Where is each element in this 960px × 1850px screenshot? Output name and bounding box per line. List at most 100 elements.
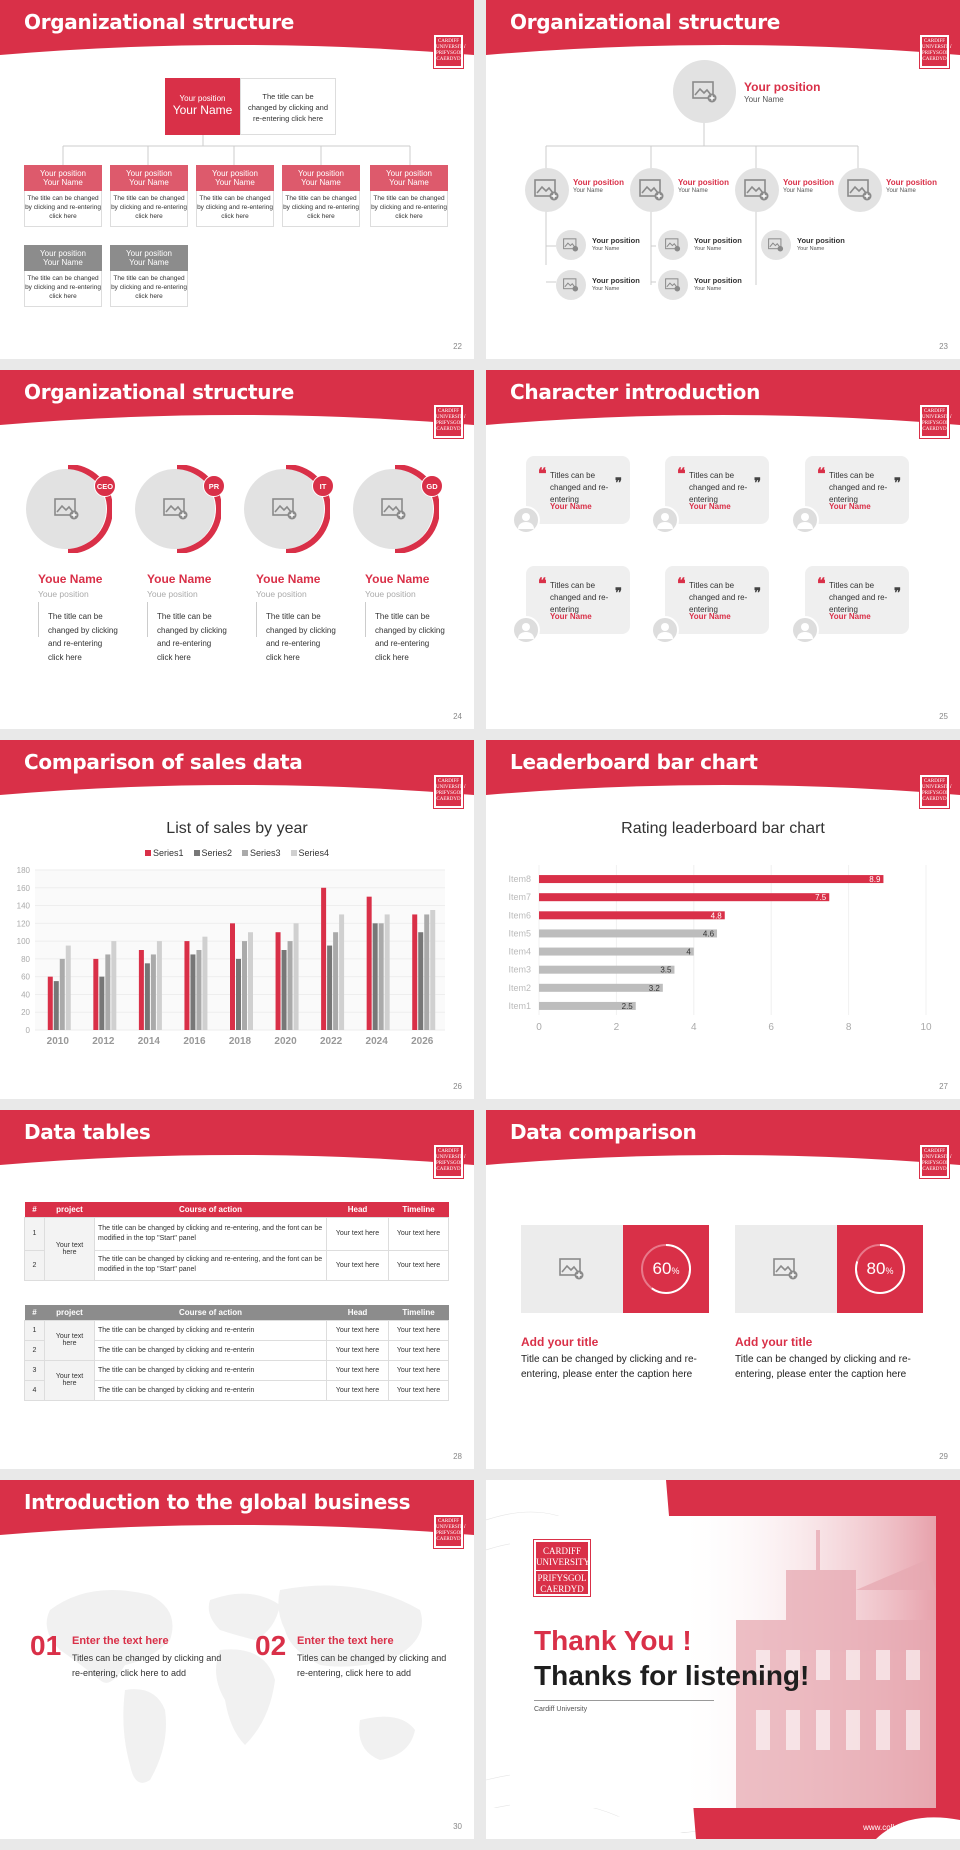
image-icon-wrap[interactable] — [163, 498, 189, 525]
bar — [321, 887, 327, 1030]
slide-character-intro[interactable]: Character introduction CARDIFF UNIVERSITY… — [486, 370, 960, 729]
name-label: Your Name — [797, 246, 825, 252]
bar — [190, 954, 196, 1030]
logo-line: PRIFYSGOL — [922, 51, 950, 56]
position-box[interactable]: Your position Your Name — [196, 165, 274, 191]
slide-global-business[interactable]: Introduction to the global business CARD… — [0, 1480, 474, 1839]
photo-placeholder[interactable] — [525, 168, 569, 212]
top-photo-placeholder[interactable] — [673, 60, 736, 123]
image-icon-wrap[interactable] — [381, 498, 407, 525]
character-card[interactable]: ❝ ❞ Titles can be changed and re-enterin… — [665, 456, 769, 524]
position-box[interactable]: Your position Your Name — [370, 165, 448, 191]
top-position-box[interactable]: Your position Your Name — [165, 78, 240, 135]
image-placeholder[interactable] — [735, 1225, 837, 1313]
y-tick-label: 160 — [17, 884, 31, 893]
image-icon — [534, 179, 559, 201]
position-desc: The title can be changed by clicking and… — [196, 191, 274, 227]
bar — [156, 941, 162, 1030]
position-label: Your position — [40, 249, 86, 258]
university-logo: CARDIFF UNIVERSITY PRIFYSGOL CAERDYD — [433, 404, 466, 439]
slide-org-structure-circles[interactable]: Organizational structure CARDIFF UNIVERSI… — [486, 0, 960, 359]
name-label: Your Name — [886, 188, 916, 194]
position-label: Your position — [126, 249, 172, 258]
photo-placeholder-small[interactable] — [658, 270, 688, 300]
position-label: Your position — [386, 169, 432, 178]
slide-thank-you[interactable]: CARDIFF UNIVERSITY PRIFYSGOL CAERDYD Thank … — [486, 1480, 960, 1839]
item-heading: Add your title — [521, 1335, 599, 1349]
image-icon-wrap[interactable] — [272, 498, 298, 525]
position-label: Your position — [126, 169, 172, 178]
y-tick-label: 40 — [21, 990, 30, 999]
logo-line: CARDIFF — [437, 409, 460, 414]
photo-placeholder-small[interactable] — [556, 270, 586, 300]
character-card[interactable]: ❝ ❞ Titles can be changed and re-enterin… — [805, 456, 909, 524]
header-band — [0, 370, 474, 425]
data-label: 4.6 — [703, 929, 715, 938]
col-header: Course of action — [178, 1307, 243, 1317]
character-card[interactable]: ❝ ❞ Titles can be changed and re-enterin… — [526, 456, 630, 524]
row-num: 3 — [24, 1359, 45, 1381]
name-label: Your Name — [694, 246, 722, 252]
slide-data-comparison[interactable]: Data comparison CARDIFF UNIVERSITY PRIFYSG… — [486, 1110, 960, 1469]
header-band — [486, 0, 960, 55]
university-logo: CARDIFF UNIVERSITY PRIFYSGOL CAERDYD — [433, 1514, 466, 1549]
position-box[interactable]: Your position Your Name — [24, 165, 102, 191]
user-icon — [518, 623, 534, 639]
character-card[interactable]: ❝ ❞ Titles can be changed and re-enterin… — [805, 566, 909, 634]
character-card[interactable]: ❝ ❞ Titles can be changed and re-enterin… — [526, 566, 630, 634]
slide-org-structure-boxes[interactable]: Organizational structure CARDIFF UNIVERSI… — [0, 0, 474, 359]
character-card[interactable]: ❝ ❞ Titles can be changed and re-enterin… — [665, 566, 769, 634]
bar — [47, 976, 53, 1030]
position-desc: The title can be changed by clicking and… — [24, 191, 102, 227]
logo-line: CARDIFF — [923, 779, 946, 784]
photo-placeholder[interactable] — [735, 168, 779, 212]
top-position: Your position — [744, 80, 821, 94]
logo-line: CAERDYD — [436, 427, 461, 432]
slide-title: Organizational structure — [510, 10, 781, 34]
top-desc: The title can be changed by clicking and… — [240, 78, 336, 135]
website-link[interactable]: www.collegeppt.com — [863, 1823, 936, 1832]
position-box[interactable]: Your position Your Name — [282, 165, 360, 191]
slide-leaderboard[interactable]: Leaderboard bar chart CARDIFF UNIVERSITY P… — [486, 740, 960, 1099]
position-box[interactable]: Your position Your Name — [110, 245, 188, 271]
image-icon — [847, 179, 872, 201]
bar — [372, 923, 378, 1030]
item-desc: Titles can be changed by clicking and re… — [72, 1653, 222, 1678]
logo-line: PRIFYSGOL — [436, 51, 464, 56]
data-label: 3.5 — [660, 966, 672, 975]
slide-title: Organizational structure — [24, 380, 295, 404]
page-number: 26 — [453, 1082, 462, 1091]
photo-placeholder[interactable] — [838, 168, 882, 212]
image-icon-wrap[interactable] — [54, 498, 80, 525]
logo-line: PRIFYSGOL — [537, 1573, 587, 1583]
position-label: Your position — [797, 236, 845, 245]
row-num: 1 — [24, 1319, 45, 1341]
close-quote-icon: ❞ — [754, 476, 761, 491]
bar — [150, 954, 156, 1030]
col-header: Timeline — [402, 1204, 435, 1214]
logo-line: UNIVERSITY — [436, 1155, 466, 1160]
photo-placeholder-small[interactable] — [556, 230, 586, 260]
image-placeholder[interactable] — [521, 1225, 623, 1313]
photo-placeholder-small[interactable] — [761, 230, 791, 260]
card-text: Titles can be changed and re-entering — [689, 581, 748, 614]
position-box[interactable]: Your position Your Name — [110, 165, 188, 191]
logo-line: PRIFYSGOL — [922, 1161, 950, 1166]
legend-label: Series1 — [153, 848, 184, 858]
position-label: Your position — [592, 276, 640, 285]
x-tick-label: 2024 — [366, 1036, 389, 1047]
slide-org-people[interactable]: Organizational structure CARDIFF UNIVERSI… — [0, 370, 474, 729]
stat-value: 80% — [837, 1259, 923, 1279]
university-logo: CARDIFF UNIVERSITY PRIFYSGOL CAERDYD — [433, 1144, 466, 1179]
role-badge: IT — [312, 475, 334, 497]
y-tick-label: Item4 — [508, 947, 531, 957]
data-label: 8.9 — [869, 875, 881, 884]
photo-placeholder-small[interactable] — [658, 230, 688, 260]
logo-line: UNIVERSITY — [436, 415, 466, 420]
slide-data-tables[interactable]: Data tables CARDIFF UNIVERSITY PRIFYSGOL CA… — [0, 1110, 474, 1469]
position-box[interactable]: Your position Your Name — [24, 245, 102, 271]
bar — [281, 950, 287, 1030]
org-connector-lines — [62, 135, 411, 165]
photo-placeholder[interactable] — [630, 168, 674, 212]
slide-sales-comparison[interactable]: Comparison of sales data CARDIFF UNIVERSI… — [0, 740, 474, 1099]
